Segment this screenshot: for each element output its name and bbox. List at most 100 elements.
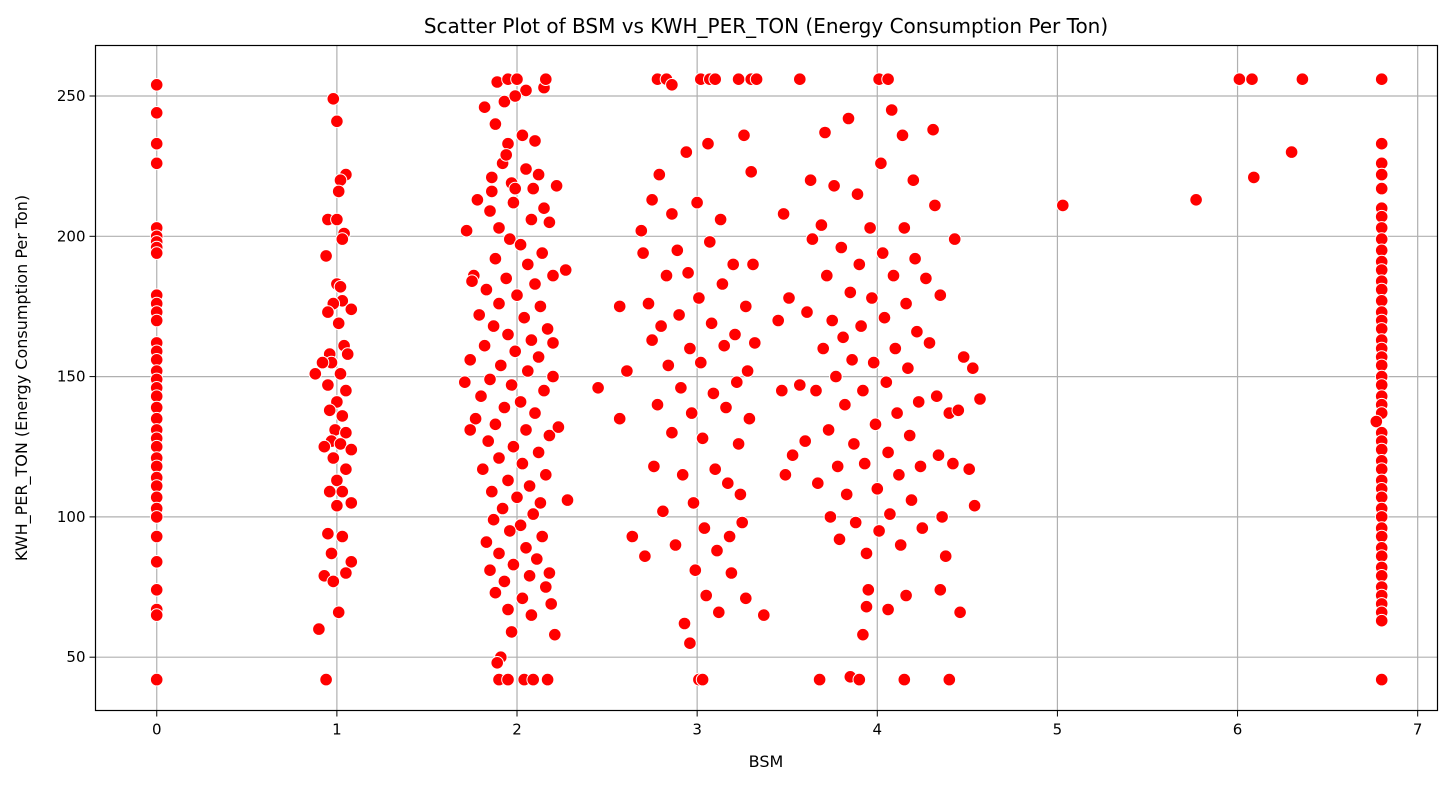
scatter-point: [832, 532, 847, 547]
scatter-point: [501, 136, 515, 151]
scatter-point: [868, 417, 883, 432]
scatter-point: [935, 510, 949, 524]
scatter-point: [331, 184, 346, 199]
scatter-point: [895, 128, 910, 143]
scatter-point: [852, 257, 867, 272]
scatter-point: [1374, 243, 1389, 258]
scatter-point: [503, 232, 517, 246]
scatter-point: [479, 282, 494, 297]
scatter-point: [674, 381, 688, 395]
scatter-point: [522, 479, 537, 493]
scatter-point: [1374, 181, 1389, 196]
scatter-point: [686, 496, 701, 510]
scatter-point: [485, 170, 499, 185]
scatter-point: [818, 125, 832, 140]
scatter-point: [488, 417, 503, 432]
scatter-point: [476, 462, 490, 477]
scatter-point: [670, 243, 685, 258]
scatter-point: [149, 78, 164, 92]
scatter-point: [485, 184, 499, 199]
scatter-point: [333, 367, 348, 381]
scatter-point: [874, 156, 888, 171]
scatter-point: [739, 299, 753, 314]
scatter-point: [641, 296, 656, 311]
scatter-point: [530, 552, 544, 566]
scatter-point: [1374, 672, 1389, 687]
scatter-point: [690, 195, 704, 210]
scatter-point: [845, 353, 859, 367]
scatter-point: [656, 504, 670, 519]
scatter-point: [672, 308, 686, 322]
scatter-point: [647, 459, 661, 474]
scatter-point: [483, 204, 497, 218]
scatter-point: [875, 246, 890, 260]
scatter-point: [838, 397, 852, 412]
scatter-point: [906, 173, 921, 187]
scatter-point: [919, 271, 933, 286]
scatter-point: [326, 574, 341, 589]
scatter-point: [865, 291, 879, 305]
scatter-point: [335, 529, 350, 544]
scatter-point: [899, 296, 913, 311]
scatter-point: [486, 512, 501, 527]
scatter-point: [501, 602, 515, 617]
scatter-point: [881, 602, 895, 617]
scatter-point: [485, 484, 499, 499]
scatter-point: [149, 389, 164, 404]
scatter-point: [665, 78, 679, 92]
scatter-point: [488, 117, 503, 131]
scatter-point: [890, 406, 904, 420]
scatter-point: [866, 355, 881, 370]
scatter-point: [546, 369, 560, 384]
scatter-point: [677, 616, 692, 631]
scatter-point: [333, 437, 348, 451]
x-tick-label: 4: [873, 721, 883, 739]
scatter-point: [947, 232, 962, 246]
scatter-point: [823, 510, 838, 524]
scatter-point: [942, 672, 957, 687]
scatter-point: [708, 462, 723, 477]
scatter-point: [510, 490, 524, 505]
scatter-point: [1374, 613, 1389, 628]
scatter-point: [897, 221, 912, 235]
scatter-point: [537, 383, 551, 398]
scatter-point: [508, 89, 523, 103]
scatter-point: [800, 305, 814, 319]
scatter-point: [668, 538, 683, 552]
scatter-point: [510, 288, 524, 303]
scatter-point: [333, 173, 348, 187]
scatter-point: [531, 445, 546, 460]
scatter-point: [519, 162, 533, 176]
scatter-point: [811, 476, 825, 491]
scatter-point: [533, 496, 548, 510]
scatter-point: [665, 207, 679, 221]
x-tick-label: 2: [512, 721, 522, 739]
scatter-point: [149, 313, 164, 328]
scatter-point: [331, 316, 346, 331]
scatter-point: [946, 456, 960, 471]
plot-frame: [94, 44, 1439, 712]
scatter-point: [897, 672, 912, 687]
scatter-point: [486, 319, 501, 333]
scatter-point: [546, 336, 560, 350]
scatter-point: [612, 299, 627, 314]
scatter-point: [612, 411, 627, 426]
scatter-point: [1247, 170, 1261, 185]
scatter-point: [330, 114, 344, 129]
scatter-point: [330, 473, 344, 488]
scatter-point: [634, 223, 649, 238]
scatter-point: [715, 277, 730, 291]
scatter-point: [322, 403, 337, 418]
scatter-point: [688, 563, 703, 578]
scatter-point: [683, 341, 697, 356]
scatter-point: [546, 268, 560, 283]
scatter-point: [735, 515, 750, 530]
scatter-point: [829, 369, 843, 384]
y-tick-label: 100: [57, 508, 86, 526]
scatter-point: [542, 215, 557, 230]
scatter-point: [620, 364, 634, 378]
scatter-point: [540, 322, 555, 336]
scatter-point: [748, 336, 762, 350]
scatter-point: [533, 299, 548, 314]
x-tick-label: 0: [152, 721, 162, 739]
